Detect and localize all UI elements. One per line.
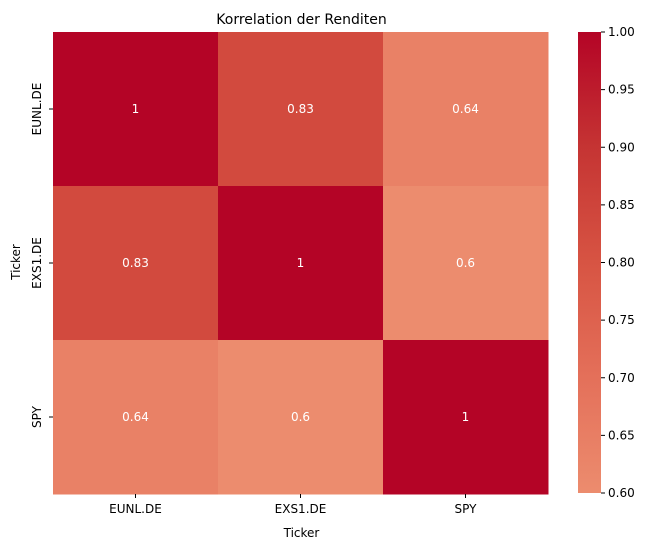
- y-tick-label: EXS1.DE: [30, 237, 44, 289]
- cell-value-label: 0.83: [287, 102, 314, 116]
- cell-value-label: 0.6: [456, 256, 475, 270]
- colorbar-tick-label: 0.95: [608, 83, 635, 97]
- heatmap-cell-1-2: [383, 186, 549, 341]
- heatmap-cell-0-0: [53, 32, 219, 187]
- heatmap-cell-2-2: [383, 340, 549, 495]
- cell-value-label: 0.64: [452, 102, 479, 116]
- x-axis-title: Ticker: [283, 526, 320, 540]
- x-tick-label: SPY: [455, 502, 478, 516]
- y-tick-label: SPY: [30, 405, 44, 428]
- y-axis-title: Ticker: [9, 244, 23, 281]
- x-tick-label: EXS1.DE: [275, 502, 327, 516]
- heatmap-cell-2-1: [218, 340, 384, 495]
- cell-value-label: 0.6: [291, 410, 310, 424]
- colorbar-tick-label: 0.60: [608, 486, 635, 500]
- colorbar-tick-label: 0.65: [608, 428, 635, 442]
- colorbar-tick-label: 0.85: [608, 198, 635, 212]
- colorbar-ticks: 0.60 0.65 0.70 0.75 0.80 0.85 0.90 0.95 1.00: [601, 25, 635, 500]
- y-axis-ticks: EUNL.DE EXS1.DE SPY: [30, 83, 53, 428]
- heatmap-cell-0-1: [218, 32, 384, 187]
- colorbar-tick-label: 1.00: [608, 25, 635, 39]
- x-axis-ticks: EUNL.DE EXS1.DE SPY: [109, 494, 477, 516]
- heatmap-cell-2-0: [53, 340, 219, 495]
- heatmap-cell-0-2: [383, 32, 549, 187]
- heatmap-cell-1-0: [53, 186, 219, 341]
- heatmap-cells: 1 0.83 0.64 0.83 1 0.6 0.64 0.6 1: [53, 32, 549, 495]
- cell-value-label: 1: [462, 410, 470, 424]
- colorbar-tick-label: 0.75: [608, 313, 635, 327]
- cell-value-label: 1: [297, 256, 305, 270]
- colorbar-tick-label: 0.90: [608, 140, 635, 154]
- colorbar-tick-label: 0.70: [608, 371, 635, 385]
- colorbar: [578, 32, 601, 493]
- x-tick-label: EUNL.DE: [109, 502, 162, 516]
- cell-value-label: 0.64: [122, 410, 149, 424]
- chart-title: Korrelation der Renditen: [216, 12, 386, 28]
- cell-value-label: 1: [132, 102, 140, 116]
- heatmap-cell-1-1: [218, 186, 384, 341]
- cell-value-label: 0.83: [122, 256, 149, 270]
- y-tick-label: EUNL.DE: [30, 83, 44, 136]
- colorbar-tick-label: 0.80: [608, 256, 635, 270]
